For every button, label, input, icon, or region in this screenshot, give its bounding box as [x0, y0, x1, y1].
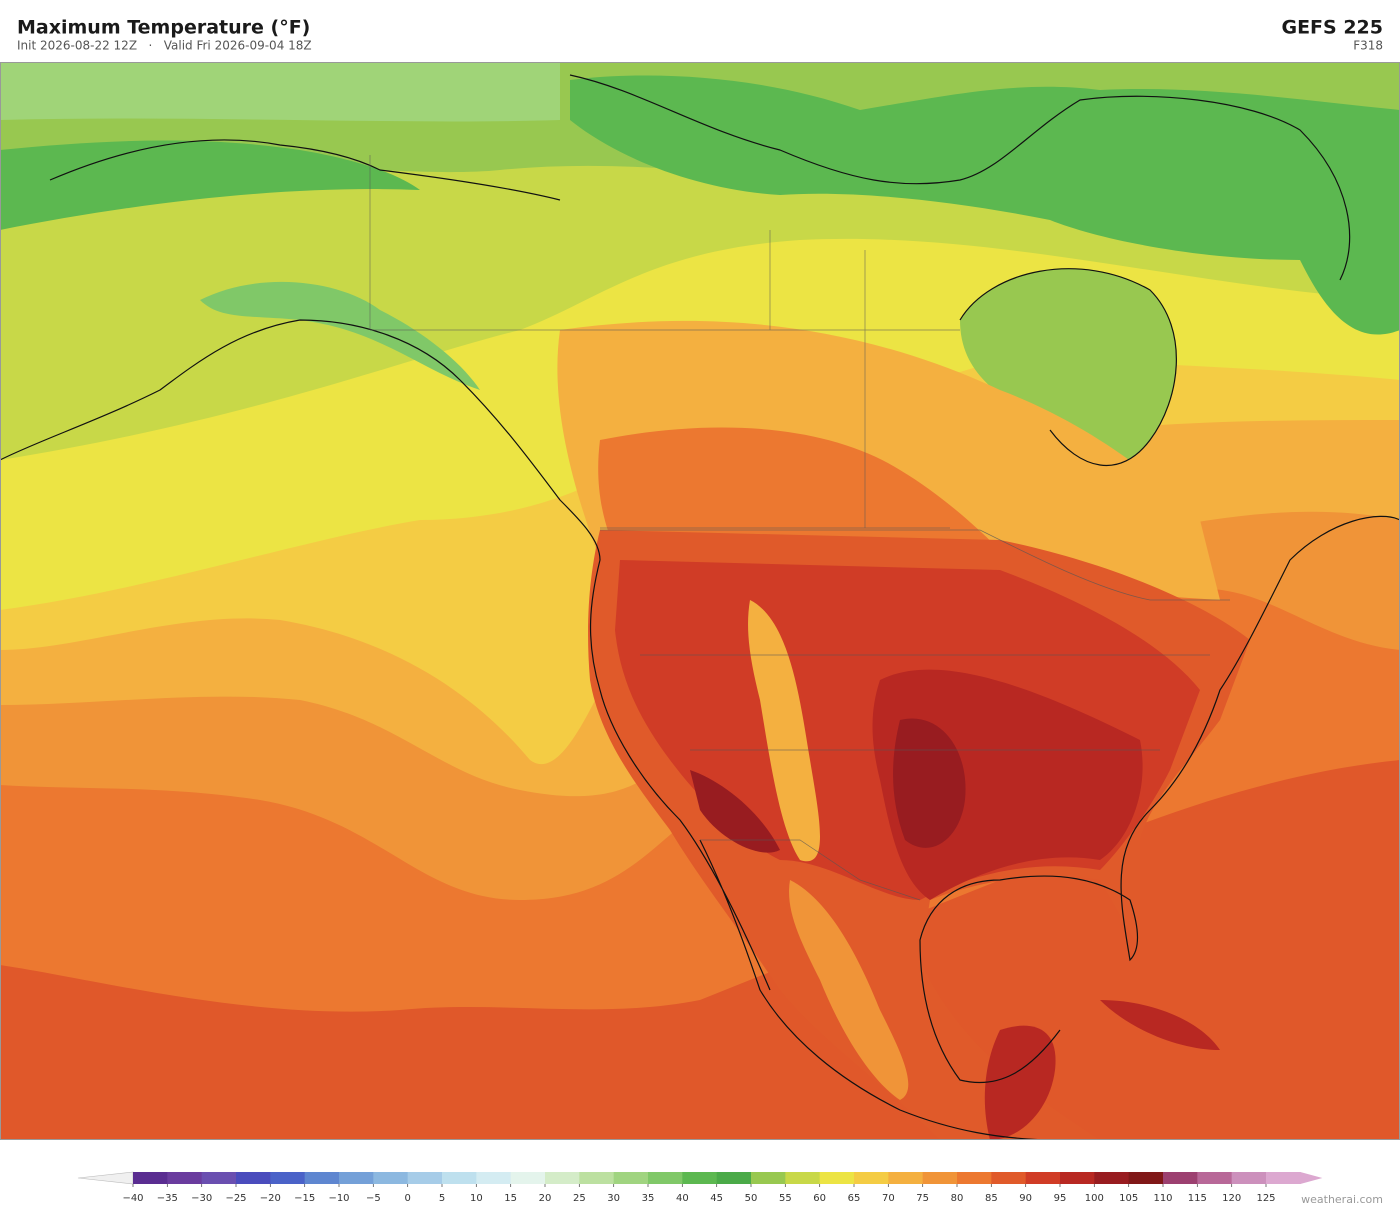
colorbar-tick-label: 55	[779, 1193, 792, 1204]
colorbar-over	[1300, 1172, 1323, 1184]
colorbar-tick-label: 110	[1153, 1193, 1172, 1204]
temp-field	[984, 1025, 1056, 1140]
colorbar-tick-label: −5	[366, 1193, 381, 1204]
forecast-hour: F318	[1353, 39, 1383, 53]
colorbar-swatch	[1163, 1172, 1198, 1184]
colorbar-tick-label: 0	[404, 1193, 410, 1204]
colorbar-tick-label: 70	[882, 1193, 895, 1204]
temp-field	[0, 140, 420, 230]
colorbar-swatch	[442, 1172, 477, 1184]
colorbar-tick-label: 95	[1054, 1193, 1067, 1204]
temp-field	[893, 718, 966, 848]
colorbar-tick-label: 80	[951, 1193, 964, 1204]
colorbar-swatch	[579, 1172, 615, 1184]
colorbar-swatch	[1060, 1172, 1095, 1184]
model-name: GEFS 225	[1281, 17, 1383, 39]
colorbar-under	[77, 1171, 134, 1185]
colorbar-tick-label: −30	[191, 1193, 212, 1204]
colorbar-tick-label: −10	[328, 1193, 349, 1204]
colorbar-tick-label: 50	[745, 1193, 758, 1204]
coastline	[0, 319, 1400, 1140]
colorbar-swatch	[476, 1172, 512, 1184]
admin-border	[369, 155, 960, 529]
colorbar: −40 −35 −30 −25 −20 −15 −10 −5 0 5 10 15 20 25 30 35 40 4…	[77, 1171, 1323, 1204]
colorbar-tick-label: 35	[642, 1193, 655, 1204]
colorbar-swatch	[373, 1172, 409, 1184]
temp-field	[960, 268, 1177, 466]
colorbar-swatch	[888, 1172, 924, 1184]
colorbar-tick-label: 60	[813, 1193, 826, 1204]
colorbar-tick-label: 25	[573, 1193, 586, 1204]
colorbar-swatch	[545, 1172, 580, 1184]
colorbar-swatch	[1094, 1172, 1130, 1184]
colorbar-swatch	[922, 1172, 958, 1184]
temp-field	[598, 427, 1010, 560]
colorbar-swatch	[201, 1172, 237, 1184]
colorbar-swatch	[613, 1172, 649, 1184]
colorbar-swatch	[682, 1172, 718, 1184]
colorbar-tick-label: 105	[1119, 1193, 1138, 1204]
temp-field	[0, 62, 560, 122]
colorbar-swatch	[1197, 1172, 1233, 1184]
colorbar-swatch	[854, 1172, 889, 1184]
colorbar-tick-label: 10	[470, 1193, 483, 1204]
colorbar-tick-label: 100	[1085, 1193, 1104, 1204]
colorbar-tick-label: 40	[676, 1193, 689, 1204]
temp-field	[789, 880, 909, 1100]
colorbar-swatch	[1266, 1172, 1301, 1184]
colorbar-tick-label: −35	[157, 1193, 178, 1204]
colorbar-tick-label: −15	[294, 1193, 315, 1204]
colorbar-swatch	[304, 1172, 340, 1184]
admin-border	[600, 529, 1230, 901]
colorbar-swatch	[339, 1172, 374, 1184]
colorbar-tick-label: −40	[122, 1193, 143, 1204]
colorbar-swatch	[1128, 1172, 1164, 1184]
colorbar-tick-label: 120	[1222, 1193, 1241, 1204]
map	[0, 62, 1400, 1140]
temp-field	[748, 600, 820, 862]
colorbar-tick-label: 65	[848, 1193, 861, 1204]
colorbar-swatch	[957, 1172, 992, 1184]
colorbar-swatch	[648, 1172, 683, 1184]
colorbar-tick-label: −25	[225, 1193, 246, 1204]
colorbar-swatch	[510, 1172, 546, 1184]
temp-field	[1100, 1000, 1220, 1050]
colorbar-swatch	[751, 1172, 786, 1184]
temp-field	[690, 770, 780, 853]
colorbar-tick-label: 5	[439, 1193, 445, 1204]
colorbar-tick-label: 30	[607, 1193, 620, 1204]
colorbar-tick-label: 75	[916, 1193, 929, 1204]
colorbar-tick-label: 125	[1256, 1193, 1275, 1204]
colorbar-swatch	[1231, 1172, 1267, 1184]
colorbar-swatch	[991, 1172, 1027, 1184]
colorbar-swatch	[716, 1172, 752, 1184]
map-title: Maximum Temperature (°F)	[17, 17, 310, 39]
temp-field	[200, 281, 480, 390]
colorbar-swatch	[1025, 1172, 1061, 1184]
colorbar-swatch	[785, 1172, 821, 1184]
colorbar-tick-label: 90	[1019, 1193, 1032, 1204]
colorbar-swatch	[167, 1172, 203, 1184]
colorbar-swatch	[819, 1172, 855, 1184]
credit: weatherai.com	[1301, 1193, 1383, 1206]
colorbar-tick-label: 45	[710, 1193, 723, 1204]
colorbar-tick-label: −20	[260, 1193, 281, 1204]
colorbar-tick-label: 85	[985, 1193, 998, 1204]
colorbar-swatch	[270, 1172, 306, 1184]
map-subtitle: Init 2026-08-22 12Z · Valid Fri 2026-09-…	[17, 39, 312, 53]
temp-field	[570, 75, 1400, 335]
colorbar-tick-label: 115	[1188, 1193, 1207, 1204]
coastline	[49, 74, 1351, 467]
colorbar-tick-label: 20	[539, 1193, 552, 1204]
colorbar-swatch	[407, 1172, 443, 1184]
colorbar-swatch	[133, 1172, 168, 1184]
colorbar-tick-label: 15	[504, 1193, 517, 1204]
colorbar-swatch	[236, 1172, 271, 1184]
